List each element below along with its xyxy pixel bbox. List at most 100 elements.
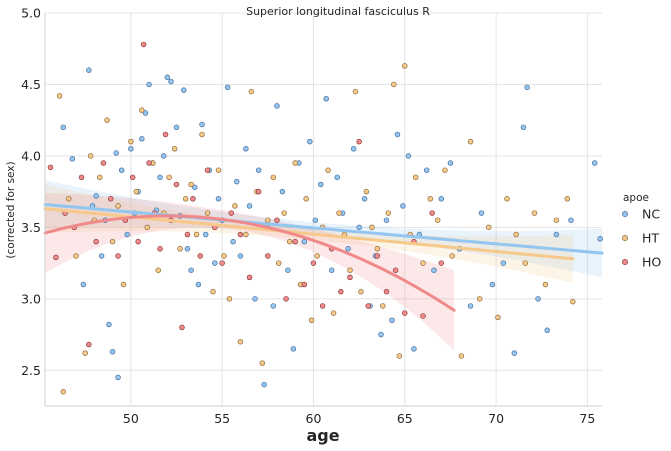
data-point-ht bbox=[182, 196, 189, 202]
data-point-nc bbox=[115, 374, 121, 381]
data-point-nc bbox=[86, 67, 92, 73]
data-point-ho bbox=[173, 181, 180, 188]
data-point-ho bbox=[47, 164, 54, 171]
data-point-nc bbox=[500, 260, 507, 266]
data-point-ho bbox=[283, 296, 289, 302]
legend-label-ho: HO bbox=[642, 255, 661, 270]
data-point-ht bbox=[139, 107, 145, 113]
data-point-ht bbox=[204, 210, 211, 216]
data-point-ho bbox=[383, 288, 390, 295]
data-point-ht bbox=[467, 138, 474, 145]
data-point-ht bbox=[396, 353, 403, 359]
data-point-ht bbox=[325, 167, 331, 173]
data-point-nc bbox=[301, 238, 308, 245]
data-point-nc bbox=[400, 203, 406, 209]
data-point-ho bbox=[319, 303, 326, 309]
x-tick-label: 55 bbox=[214, 411, 230, 426]
data-point-ho bbox=[184, 231, 191, 238]
data-point-ho bbox=[115, 253, 121, 259]
data-point-nc bbox=[312, 217, 319, 223]
data-point-ht bbox=[513, 231, 519, 238]
data-point-ho bbox=[338, 288, 344, 295]
data-point-nc bbox=[93, 193, 99, 199]
data-point-nc bbox=[361, 196, 368, 202]
data-point-ht bbox=[363, 188, 370, 195]
data-point-nc bbox=[230, 238, 236, 245]
x-tick-label: 65 bbox=[397, 411, 413, 426]
data-point-ho bbox=[140, 41, 147, 48]
data-point-nc bbox=[188, 267, 194, 273]
data-point-nc bbox=[146, 81, 152, 88]
data-point-nc bbox=[478, 210, 485, 216]
data-point-nc bbox=[184, 246, 191, 252]
data-point-ht bbox=[352, 88, 359, 95]
legend-marker-nc bbox=[622, 211, 628, 217]
data-point-nc bbox=[520, 124, 527, 131]
data-point-ht bbox=[286, 238, 293, 245]
data-point-nc bbox=[553, 231, 560, 238]
data-point-nc bbox=[285, 267, 291, 273]
data-point-nc bbox=[142, 110, 149, 116]
data-point-ho bbox=[86, 341, 92, 348]
data-point-nc bbox=[290, 346, 297, 352]
data-point-ht bbox=[60, 388, 67, 395]
data-point-ht bbox=[237, 338, 244, 345]
data-point-ht bbox=[522, 260, 529, 266]
data-point-ht bbox=[109, 238, 116, 245]
legend-marker-ht bbox=[622, 235, 628, 241]
data-point-ho bbox=[374, 253, 381, 259]
data-point-nc bbox=[438, 196, 445, 202]
data-point-nc bbox=[597, 236, 603, 242]
data-point-nc bbox=[345, 246, 351, 252]
data-point-ht bbox=[564, 196, 571, 202]
y-tick-label: 3.0 bbox=[21, 291, 41, 306]
legend-title: apoe bbox=[623, 192, 649, 204]
data-point-ht bbox=[449, 253, 455, 259]
data-point-nc bbox=[246, 203, 253, 209]
data-point-nc bbox=[394, 131, 401, 138]
data-point-ho bbox=[274, 217, 280, 223]
confidence-band-ho bbox=[45, 193, 455, 351]
data-point-ho bbox=[237, 231, 244, 238]
data-point-nc bbox=[118, 167, 125, 173]
data-point-nc bbox=[109, 348, 116, 355]
data-point-nc bbox=[243, 146, 249, 152]
confidence-bands bbox=[45, 180, 602, 351]
data-point-ht bbox=[215, 167, 222, 173]
data-point-nc bbox=[160, 153, 167, 159]
data-point-ho bbox=[219, 260, 225, 266]
data-point-ht bbox=[531, 210, 538, 216]
data-point-nc bbox=[323, 95, 329, 102]
data-point-nc bbox=[164, 74, 171, 81]
data-point-ht bbox=[133, 188, 140, 195]
data-point-ht bbox=[171, 146, 178, 152]
data-point-ht bbox=[385, 210, 392, 216]
data-point-ht bbox=[369, 224, 375, 231]
data-point-nc bbox=[192, 184, 198, 191]
data-point-ht bbox=[442, 167, 448, 173]
data-point-nc bbox=[128, 146, 134, 152]
data-point-nc bbox=[195, 281, 202, 288]
data-point-ht bbox=[199, 131, 205, 138]
data-point-ht bbox=[104, 117, 110, 123]
data-point-nc bbox=[261, 381, 267, 388]
data-point-nc bbox=[405, 153, 412, 159]
data-point-nc bbox=[234, 178, 240, 185]
data-point-nc bbox=[215, 196, 222, 202]
data-point-nc bbox=[139, 136, 145, 142]
data-point-ht bbox=[412, 174, 419, 181]
data-point-nc bbox=[224, 84, 231, 91]
x-axis-label: age bbox=[306, 426, 339, 445]
data-point-ht bbox=[542, 281, 549, 288]
data-point-ho bbox=[420, 313, 426, 319]
data-point-ho bbox=[365, 303, 371, 309]
data-point-ho bbox=[347, 274, 353, 281]
data-point-ht bbox=[259, 360, 266, 366]
data-point-ht bbox=[336, 210, 342, 216]
data-point-ht bbox=[166, 174, 172, 181]
data-point-ho bbox=[255, 188, 262, 195]
data-point-ht bbox=[276, 260, 282, 266]
data-point-nc bbox=[199, 121, 205, 128]
data-point-nc bbox=[181, 87, 187, 93]
data-point-nc bbox=[334, 174, 340, 181]
